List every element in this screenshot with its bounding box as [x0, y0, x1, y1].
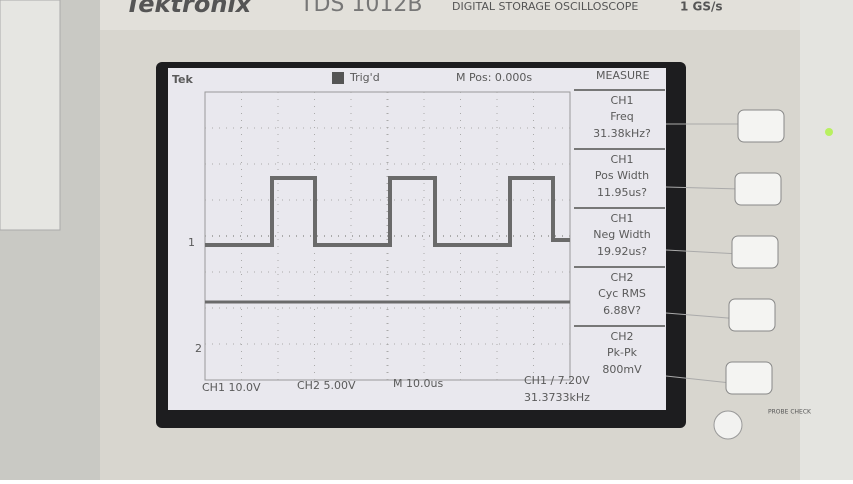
menu-button[interactable] [731, 235, 779, 269]
right-case [800, 0, 853, 480]
ch2-scale: CH2 5.00V [297, 379, 356, 392]
button-line [665, 249, 741, 255]
trigger-level: CH1 ∕ 7.20V [524, 374, 590, 387]
measure-label: Cyc RMS [598, 287, 646, 300]
graticule [204, 91, 571, 381]
measure-channel: CH1 [611, 153, 634, 166]
menu-buttons [665, 109, 785, 395]
button-line [665, 186, 741, 190]
measure-value: 31.38kHz? [593, 127, 651, 140]
measure-channel: CH1 [611, 212, 634, 225]
menu-button[interactable] [737, 109, 785, 143]
logo: Tek [172, 73, 194, 86]
measure-label: Freq [610, 110, 634, 123]
ch1-scale: CH1 10.0V [202, 381, 261, 394]
measure-value: 6.88V? [603, 304, 641, 317]
measure-label: Pos Width [595, 169, 649, 182]
button-line [665, 312, 741, 320]
trig-icon [332, 72, 344, 84]
position: M Pos: 0.000s [456, 71, 532, 84]
description: DIGITAL STORAGE OSCILLOSCOPE [452, 0, 638, 13]
probe-button[interactable] [713, 410, 743, 440]
left-panel [0, 0, 61, 231]
measure-channel: CH1 [611, 94, 634, 107]
header-strip [100, 0, 800, 30]
lcd [168, 68, 666, 410]
model: TDS 1012B [299, 0, 422, 17]
ch2-marker: 2 [195, 342, 202, 355]
frequency: 31.3733kHz [524, 391, 590, 404]
measure-value: 19.92us? [597, 245, 647, 258]
probe-check: PROBE CHECK [768, 409, 812, 416]
timebase: M 10.0us [393, 377, 443, 390]
measure-channel: CH2 [611, 330, 634, 343]
measure-value: 800mV [602, 363, 642, 376]
ch1-trace [205, 176, 570, 247]
menu-title: MEASURE [596, 69, 650, 82]
menu-button[interactable] [728, 298, 776, 332]
measure-label: Pk-Pk [607, 346, 638, 359]
power-led [825, 128, 833, 136]
measure-value: 11.95us? [597, 186, 647, 199]
sample-rate: 1 GS/s [680, 0, 723, 14]
trigger-status: Trig'd [349, 71, 380, 84]
ch1-marker: 1 [188, 236, 195, 249]
measure-label: Neg Width [593, 228, 650, 241]
brand: Tektronix [125, 0, 253, 18]
menu-button[interactable] [734, 172, 782, 206]
measure-channel: CH2 [611, 271, 634, 284]
menu-button[interactable] [725, 361, 773, 395]
